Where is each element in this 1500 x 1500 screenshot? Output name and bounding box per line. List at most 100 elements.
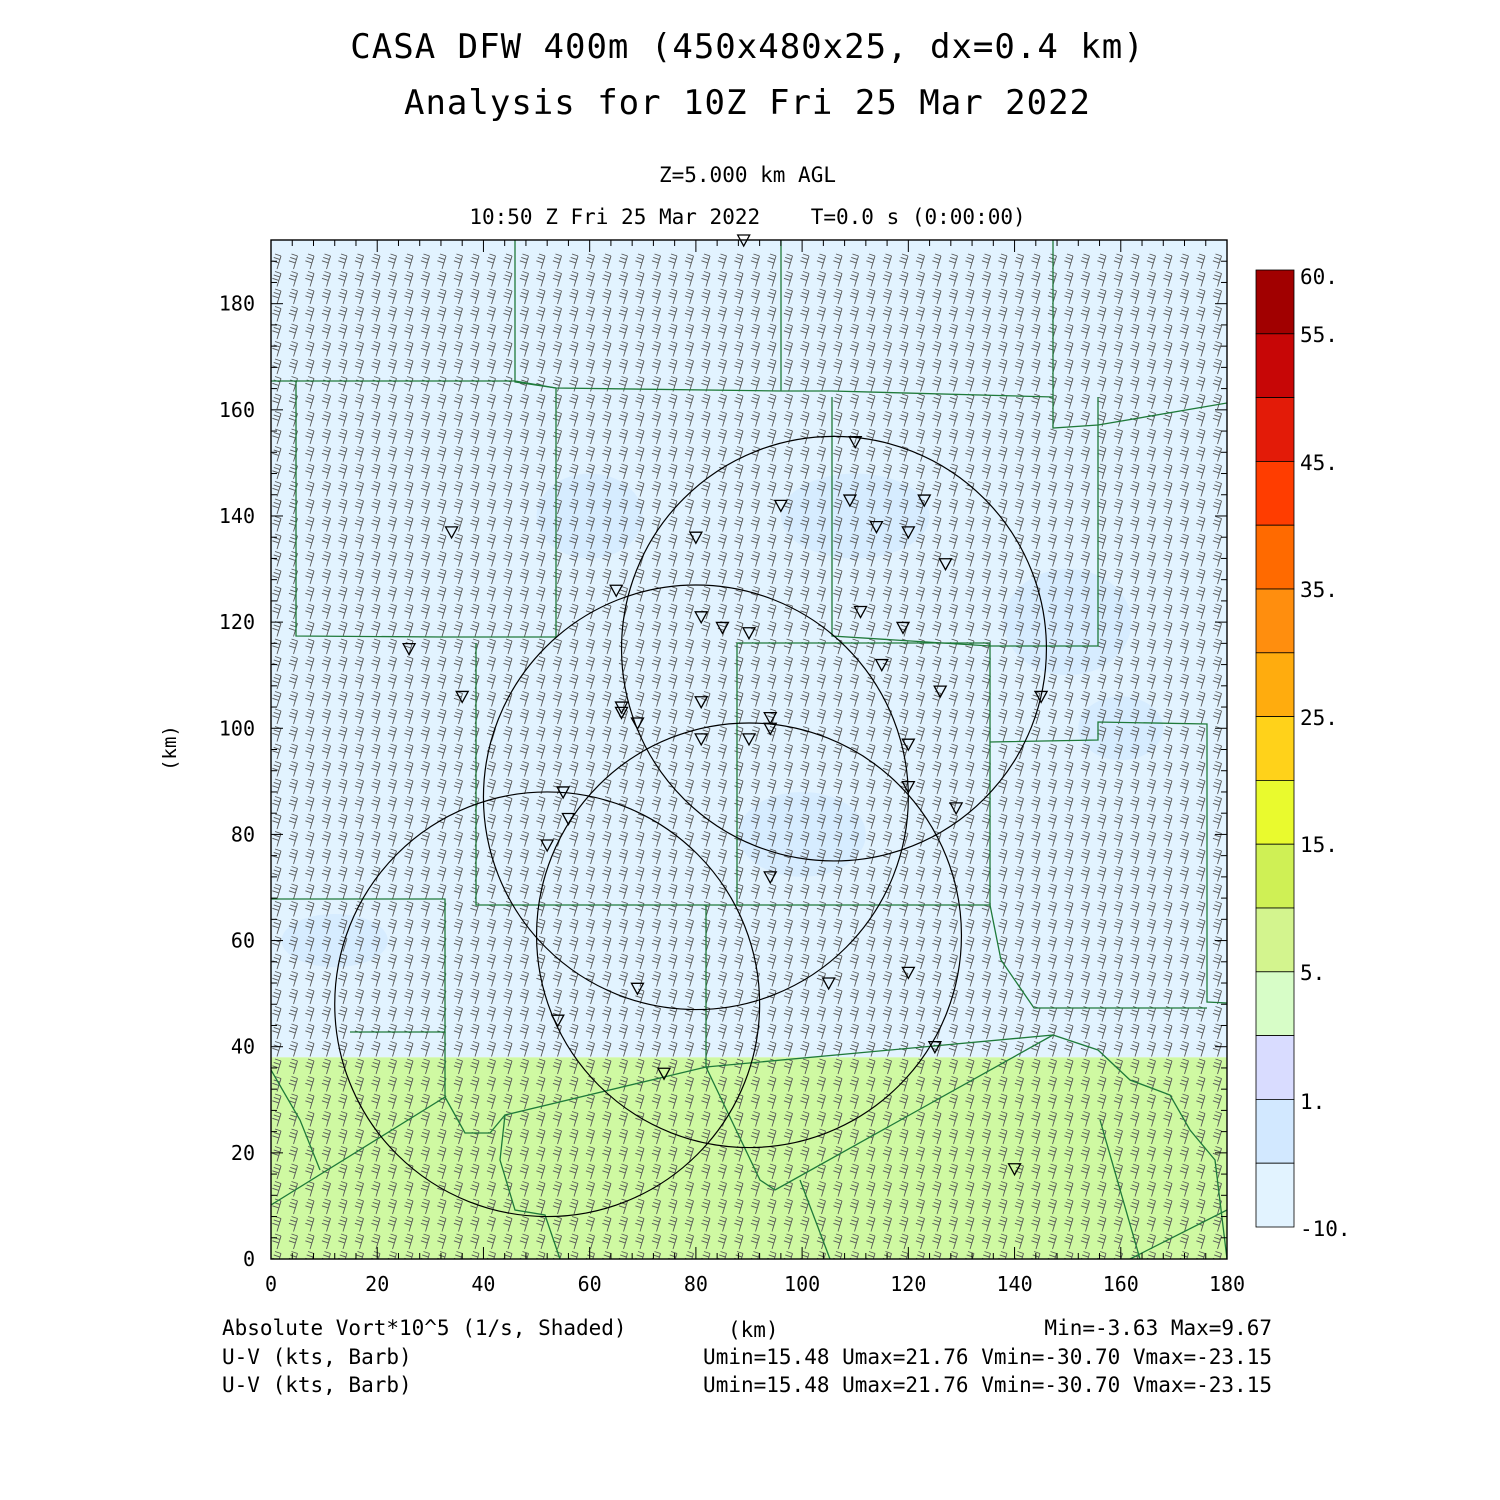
radar-site-marker xyxy=(455,690,470,704)
y-tick-label: 0 xyxy=(243,1247,255,1271)
radar-site-marker xyxy=(763,871,778,885)
vorticity-shading xyxy=(271,240,1227,1259)
radar-site-marker xyxy=(933,685,948,699)
colorbar-swatch xyxy=(1255,397,1295,462)
level-label: Z=5.000 km AGL xyxy=(658,163,836,187)
radar-site-marker xyxy=(1007,1163,1022,1177)
county-line xyxy=(444,1034,1054,1134)
colorbar-swatch xyxy=(1255,333,1295,398)
x-tick-label: 120 xyxy=(890,1272,926,1296)
colorbar-label: 15. xyxy=(1300,833,1338,857)
y-axis-label: (km) xyxy=(159,725,181,771)
county-line xyxy=(1052,397,1227,429)
colorbar-label: -10. xyxy=(1300,1217,1351,1241)
colorbar-label: 35. xyxy=(1300,578,1338,602)
wind-barbs xyxy=(272,253,1222,1259)
radar-site-marker xyxy=(917,494,932,508)
y-tick-label: 40 xyxy=(231,1035,255,1059)
county-line xyxy=(271,240,557,638)
station-markers xyxy=(401,234,1049,1177)
y-tick-label: 100 xyxy=(219,716,255,740)
colorbar-label: 1. xyxy=(1300,1090,1325,1114)
radar-site-marker xyxy=(694,611,709,625)
x-tick-label: 20 xyxy=(365,1272,389,1296)
county-line xyxy=(737,642,991,906)
radar-site-marker xyxy=(561,812,576,826)
wind-barb-grid xyxy=(272,253,1222,1259)
y-tick-label: 20 xyxy=(231,1141,255,1165)
colorbar-swatch xyxy=(1255,588,1295,654)
x-axis-label: (km) xyxy=(728,1318,779,1342)
radar-site-marker xyxy=(694,733,709,747)
colorbar: 60. 55. 45. 35. 25. 15. 5. 1. -10. xyxy=(1255,265,1351,1241)
colorbar-label: 5. xyxy=(1300,961,1325,985)
radar-site-marker xyxy=(614,706,629,720)
radar-site-marker xyxy=(895,621,911,635)
radar-site-marker xyxy=(901,738,916,752)
min-max-label: Min=-3.63 Max=9.67 xyxy=(1044,1316,1272,1340)
radar-site-marker xyxy=(694,696,709,710)
radar-site-marker xyxy=(821,977,836,991)
radar-site-marker xyxy=(848,436,863,450)
colorbar-label: 25. xyxy=(1300,706,1338,730)
y-tick-label: 180 xyxy=(219,292,255,316)
radar-site-marker xyxy=(874,658,889,672)
colorbar-label: 45. xyxy=(1300,451,1338,475)
radar-range-ring xyxy=(535,722,963,1149)
x-tick-label: 140 xyxy=(996,1272,1032,1296)
radar-site-marker xyxy=(949,802,964,816)
radar-site-marker xyxy=(842,494,858,508)
county-line xyxy=(271,898,446,1033)
colorbar-swatch xyxy=(1255,1099,1295,1164)
x-tick-label: 160 xyxy=(1103,1272,1139,1296)
field-label: Absolute Vort*10^5 (1/s, Shaded) xyxy=(222,1316,627,1340)
colorbar-swatch xyxy=(1255,716,1295,781)
barb-stats-1: Umin=15.48 Umax=21.76 Vmin=-30.70 Vmax=-… xyxy=(703,1345,1272,1369)
barb-label-1: U-V (kts, Barb) xyxy=(222,1345,412,1369)
radar-site-marker xyxy=(715,621,730,635)
x-tick-label: 0 xyxy=(265,1272,277,1296)
colorbar-label: 60. xyxy=(1300,265,1338,289)
map-title-line1: CASA DFW 400m (450x480x25, dx=0.4 km) xyxy=(350,27,1145,67)
county-line xyxy=(475,643,738,906)
radar-site-marker xyxy=(656,1067,672,1081)
radar-site-marker xyxy=(927,1041,942,1055)
radar-site-marker xyxy=(630,717,645,731)
colorbar-swatch xyxy=(1255,907,1295,973)
county-line xyxy=(1129,1209,1227,1259)
county-line xyxy=(799,1179,831,1259)
radar-range-ring xyxy=(334,791,761,1218)
radar-site-marker xyxy=(630,982,645,996)
radar-site-marker xyxy=(763,712,778,726)
county-boundaries xyxy=(271,240,1227,1259)
radar-range-ring xyxy=(482,584,909,1011)
radar-site-marker xyxy=(556,786,571,800)
radar-site-marker xyxy=(444,526,459,540)
radar-site-marker xyxy=(938,558,953,572)
radar-site-marker xyxy=(853,605,868,619)
colorbar-swatch xyxy=(1255,460,1295,526)
radar-site-marker xyxy=(901,966,916,980)
valid-time-label: 10:50 Z Fri 25 Mar 2022 T=0.0 s (0:00:00… xyxy=(469,205,1026,229)
radar-site-marker xyxy=(401,643,417,657)
barb-stats-2: Umin=15.48 Umax=21.76 Vmin=-30.70 Vmax=-… xyxy=(703,1373,1272,1397)
radar-site-marker xyxy=(869,520,884,534)
colorbar-swatch xyxy=(1255,780,1295,845)
radar-site-marker xyxy=(901,526,916,540)
radar-site-marker xyxy=(688,531,703,545)
x-tick-label: 80 xyxy=(684,1272,708,1296)
radar-site-marker xyxy=(609,584,624,598)
y-tick-label: 60 xyxy=(231,929,255,953)
y-tick-label: 120 xyxy=(219,610,255,634)
axis-tick-labels: 0 20 40 60 80 100 120 140 160 180 0 20 40 60 80 100 120 1… xyxy=(219,292,1245,1296)
county-line xyxy=(705,1066,776,1191)
radar-site-marker xyxy=(1034,690,1049,704)
county-line xyxy=(271,1069,321,1171)
colorbar-swatch xyxy=(1255,971,1295,1036)
colorbar-swatch xyxy=(1255,524,1295,590)
county-line xyxy=(989,904,1207,1009)
colorbar-label: 55. xyxy=(1300,323,1338,347)
vorticity-patch xyxy=(536,473,643,559)
barb-label-2: U-V (kts, Barb) xyxy=(222,1373,412,1397)
